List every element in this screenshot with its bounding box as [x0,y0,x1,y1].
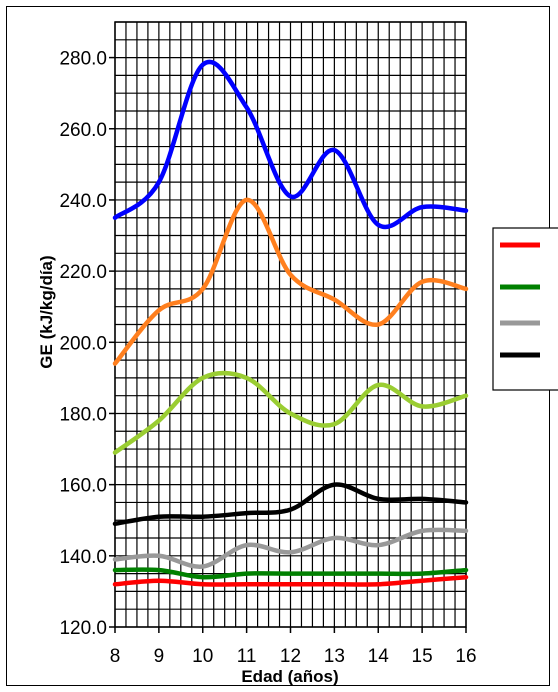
y-axis-title: GE (kJ/kg/día) [37,255,56,368]
series-line-4 [112,482,469,527]
y-tick-label: 120.0 [59,618,107,639]
series-line-1 [112,59,469,230]
y-tick-label: 180.0 [59,404,107,425]
y-tick-label: 260.0 [59,120,107,141]
grid [114,21,467,628]
series-line-6 [112,567,469,580]
x-tick-label: 9 [154,646,165,667]
x-axis-title: Edad (años) [241,667,338,686]
x-tick-label: 14 [368,646,390,667]
y-tick-label: 220.0 [59,262,107,283]
series-line-5 [112,527,469,569]
y-tick-label: 160.0 [59,476,107,497]
y-tick-label: 140.0 [59,547,107,568]
x-tick-label: 10 [192,646,213,667]
x-tick-label: 15 [412,646,433,667]
x-tick-label: 13 [324,646,345,667]
series-line-7 [112,574,469,587]
y-tick-label: 280.0 [59,49,107,70]
x-axis-ticks: 8 9 10 11 12 13 14 15 16 [110,627,477,667]
y-tick-label: 200.0 [59,333,107,354]
series-lines [112,59,469,587]
x-tick-label: 11 [237,646,257,667]
x-tick-label: 8 [110,646,121,667]
legend-box [492,227,558,391]
y-tick-label: 240.0 [59,191,107,212]
y-axis-ticks: 120.0 140.0 160.0 180.0 200.0 220.0 240.0 260.0… [59,49,115,639]
series-line-3 [112,370,469,455]
x-tick-label: 12 [280,646,301,667]
series-line-2 [112,197,469,366]
legend [492,227,558,391]
x-tick-label: 16 [455,646,476,667]
